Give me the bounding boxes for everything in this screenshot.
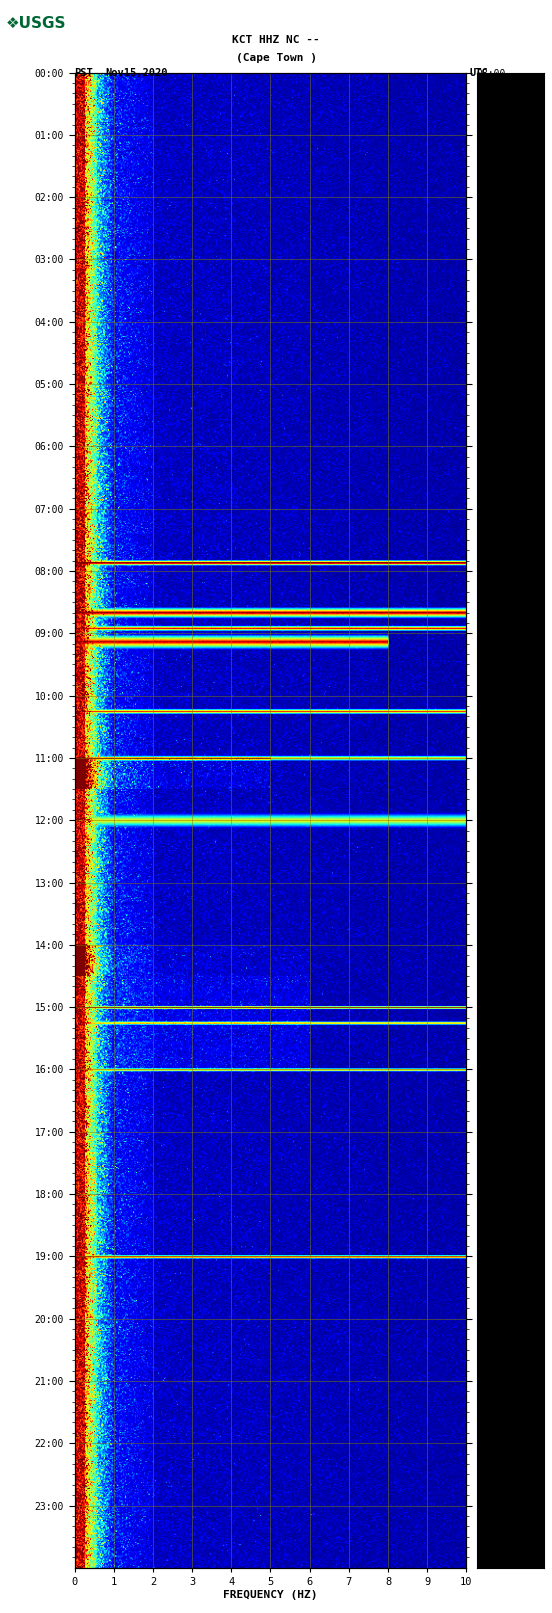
Text: UTC: UTC	[469, 68, 488, 77]
Text: ❖USGS: ❖USGS	[6, 16, 66, 31]
Text: (Cape Town ): (Cape Town )	[236, 53, 316, 63]
Text: PST: PST	[75, 68, 93, 77]
X-axis label: FREQUENCY (HZ): FREQUENCY (HZ)	[223, 1590, 318, 1600]
Text: KCT HHZ NC --: KCT HHZ NC --	[232, 35, 320, 45]
Text: Nov15,2020: Nov15,2020	[105, 68, 167, 77]
